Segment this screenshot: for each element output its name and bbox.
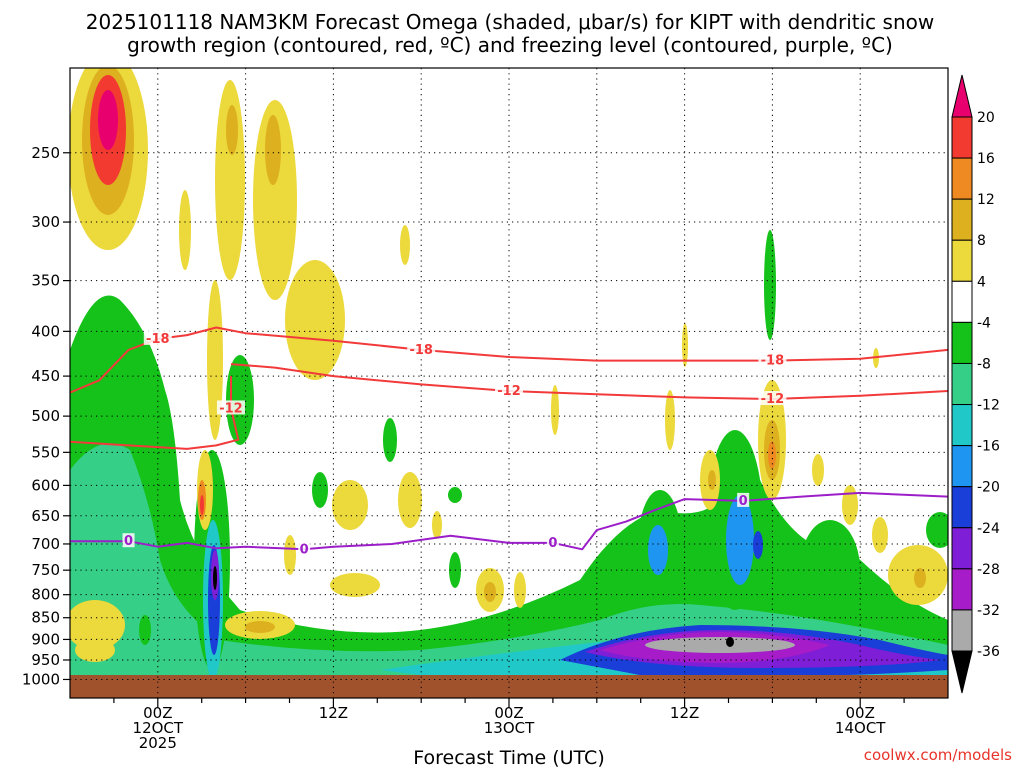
y-tick-label: 550 [31, 443, 60, 461]
colorbar-bin [951, 486, 973, 529]
y-tick-label: 950 [31, 651, 60, 669]
contour-label-bg [546, 534, 559, 549]
y-tick-label: 350 [31, 272, 60, 290]
contour-label-bg [758, 391, 787, 406]
contour-label-bg [737, 492, 750, 507]
x-tick-label: 13OCT [484, 719, 535, 737]
omega-shading [70, 68, 948, 690]
x-tick-label: 00Z [494, 704, 523, 722]
colorbar-bin [951, 445, 973, 488]
colorbar-label: 4 [977, 274, 986, 290]
contour-label: -18 [146, 332, 170, 347]
colorbar-top-arrow [951, 74, 973, 118]
y-tick-label: 450 [31, 367, 60, 385]
y-tick-label: 650 [31, 507, 60, 525]
y-tick-label: 500 [31, 407, 60, 425]
y-tick-label: 1000 [22, 670, 60, 688]
colorbar-label: -12 [977, 398, 1000, 414]
colorbar-bin [951, 198, 973, 241]
contour-label: -18 [761, 354, 785, 369]
colorbar-label: 12 [977, 192, 995, 208]
colorbar-label: -20 [977, 480, 1000, 496]
contour-label-bg [122, 533, 135, 548]
contour-label: -12 [761, 392, 785, 407]
y-tick-label: 800 [31, 586, 60, 604]
colorbar-label: -32 [977, 603, 1000, 619]
colorbar: 20 16 12 8 4 -4 -8 -12 -16 -20 -24 -28 -32 -36 [951, 74, 1000, 694]
colorbar-bin [951, 116, 973, 159]
y-tick-label: 400 [31, 322, 60, 340]
contour-label: 0 [739, 494, 748, 509]
contour-label: 0 [124, 534, 133, 549]
y-tick-label: 600 [31, 476, 60, 494]
contour-label: -12 [497, 384, 521, 399]
credit-text: coolwx.com/models [864, 746, 1012, 764]
y-tick-label: 900 [31, 630, 60, 648]
grid [70, 68, 948, 698]
below-ground-mask [70, 675, 948, 698]
y-tick-label: 300 [31, 213, 60, 231]
colorbar-label: 20 [977, 110, 995, 126]
x-tick-label: 00Z [143, 704, 172, 722]
colorbar-bin [951, 280, 973, 323]
x-tick-label: 2025 [139, 734, 177, 752]
colorbar-bin [951, 404, 973, 447]
colorbar-label: 8 [977, 233, 986, 249]
contour-label: -18 [409, 343, 433, 358]
contour-label: 0 [548, 536, 557, 551]
chart-title-line2: growth region (contoured, red, ºC) and f… [127, 33, 893, 57]
colorbar-label: -24 [977, 521, 1000, 537]
contour-label: -12 [219, 401, 243, 416]
colorbar-bin [951, 157, 973, 200]
colorbar-label: -8 [977, 356, 991, 372]
colorbar-bin [951, 568, 973, 611]
contour-line [70, 326, 948, 394]
x-tick-label: 12Z [670, 704, 699, 722]
contour-label-bg [407, 341, 436, 356]
chart-title-line1: 2025101118 NAM3KM Forecast Omega (shaded… [86, 10, 934, 34]
contour-line [230, 363, 948, 400]
colorbar-bin [951, 362, 973, 406]
x-axis-label: Forecast Time (UTC) [413, 747, 604, 768]
colorbar-label: -28 [977, 562, 1000, 578]
colorbar-bottom-arrow [951, 650, 973, 694]
contour-label-bg [216, 400, 245, 415]
y-axis: 250 300 350 400 450 500 550 600 650 700 750 800 850 9… [22, 144, 70, 688]
colorbar-label: -16 [977, 439, 1000, 455]
y-tick-label: 850 [31, 609, 60, 627]
colorbar-bin [951, 609, 973, 652]
x-tick-label: 12Z [319, 704, 348, 722]
plot-area: -18 -18 -18 -12 -12 -12 0 0 0 0 [70, 68, 948, 698]
contour-label-bg [495, 382, 523, 397]
colorbar-label: -4 [977, 315, 991, 331]
colorbar-bin [951, 239, 973, 282]
colorbar-label: 16 [977, 151, 995, 167]
y-tick-label: 750 [31, 561, 60, 579]
colorbar-bin [951, 527, 973, 570]
contour-label: 0 [300, 542, 309, 557]
colorbar-bin [951, 321, 973, 364]
contour-line [70, 491, 948, 551]
x-tick-label: 14OCT [835, 719, 886, 737]
contour-label-bg [298, 541, 311, 556]
contour-label-bg [758, 352, 787, 367]
y-tick-label: 700 [31, 535, 60, 553]
x-tick-label: 00Z [846, 704, 875, 722]
contour-label-bg [143, 330, 172, 345]
contours: -18 -18 -18 -12 -12 -12 0 0 0 0 [70, 326, 948, 557]
y-tick-label: 250 [31, 144, 60, 162]
x-tick-label: 12OCT [133, 719, 184, 737]
colorbar-label: -36 [977, 644, 1000, 660]
